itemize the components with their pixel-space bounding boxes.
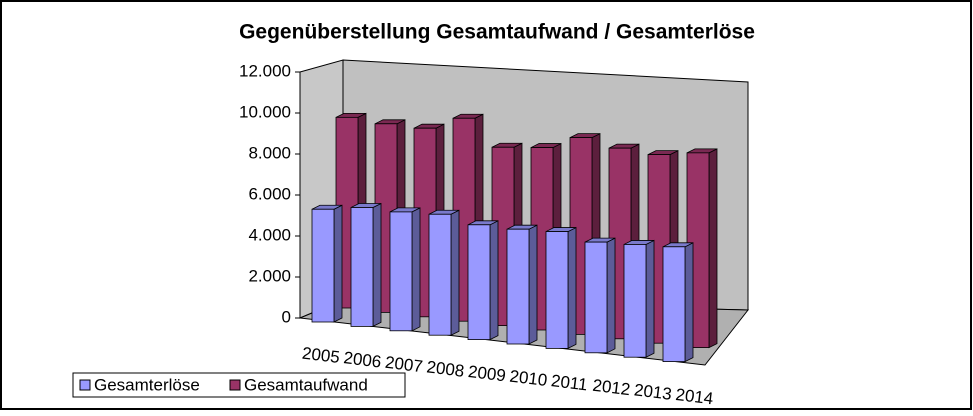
x-tick-label: 2009 <box>467 362 507 385</box>
bar-side <box>450 209 460 336</box>
y-tick-label: 6.000 <box>248 184 291 203</box>
bar-side <box>708 148 718 349</box>
y-tick-label: 2.000 <box>248 266 291 285</box>
legend-label: Gesamterlöse <box>94 375 200 394</box>
bar <box>467 224 491 341</box>
x-tick-label: 2011 <box>550 371 589 394</box>
y-tick-label: 8.000 <box>248 143 291 162</box>
legend-swatch <box>229 379 241 391</box>
x-tick-label: 2006 <box>342 348 382 371</box>
bar <box>506 228 530 345</box>
x-tick-label: 2007 <box>384 353 424 376</box>
y-tick-label: 0 <box>282 307 291 326</box>
bar <box>584 241 608 354</box>
x-tick-label: 2005 <box>301 344 341 367</box>
x-tick-label: 2008 <box>425 357 465 380</box>
x-tick-label: 2012 <box>591 376 631 399</box>
bar-side <box>372 202 382 328</box>
bar <box>623 244 647 358</box>
bar-side <box>684 242 694 363</box>
bar-side <box>606 237 616 354</box>
bar <box>545 231 569 349</box>
bar-side <box>645 239 655 358</box>
x-tick-label: 2010 <box>508 367 548 390</box>
y-tick-label: 10.000 <box>239 102 291 121</box>
bar-side <box>567 226 577 350</box>
bar-side <box>411 207 421 332</box>
bar <box>662 246 686 363</box>
chart-title: Gegenüberstellung Gesamtaufwand / Gesamt… <box>239 21 755 44</box>
bar <box>350 207 374 327</box>
x-tick-label: 2014 <box>674 385 714 408</box>
bar <box>311 208 335 323</box>
bar-side <box>528 224 538 345</box>
legend-label: Gesamtaufwand <box>244 375 368 394</box>
bar <box>428 213 452 336</box>
x-tick-label: 2013 <box>633 380 673 403</box>
bar-side <box>489 220 499 341</box>
y-tick-label: 4.000 <box>248 225 291 244</box>
bar-side <box>333 204 343 323</box>
bar <box>389 211 413 332</box>
legend-swatch <box>79 379 91 391</box>
y-tick-label: 12.000 <box>239 61 291 80</box>
